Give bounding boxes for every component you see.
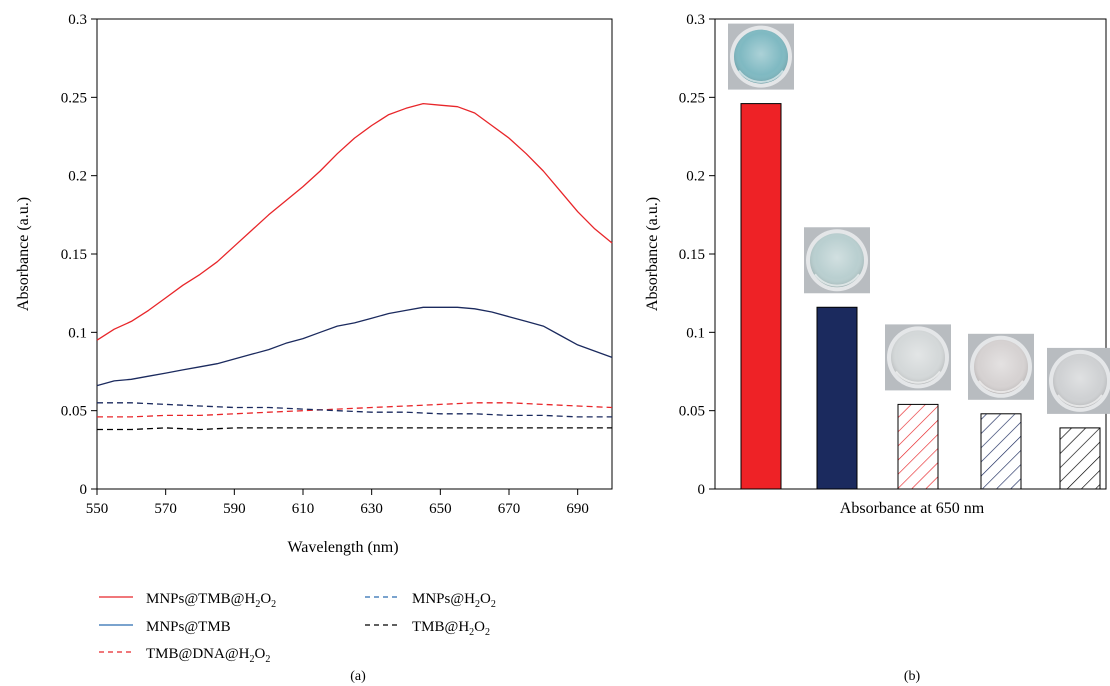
x-axis-title: Absorbance at 650 nm — [840, 500, 985, 517]
y-axis-title: Absorbance (a.u.) — [644, 197, 661, 311]
series-lines — [96, 102, 613, 431]
series-line — [97, 402, 613, 418]
x-tick-label: 590 — [223, 501, 246, 517]
x-tick-label: 630 — [360, 501, 383, 517]
y-tick-label: 0.15 — [61, 247, 87, 263]
x-tick-label: 610 — [292, 501, 315, 517]
bar — [980, 413, 1022, 490]
legend: MNPs@TMB@H2O2 MNPs@TMB TMB@DNA@H2O2 MNPs… — [99, 591, 496, 665]
panel-label-a: (a) — [350, 669, 366, 684]
y-axis: 0 0.05 0.1 0.15 0.2 0.25 0.3 — [679, 12, 715, 498]
y-tick-label: 0.25 — [61, 90, 87, 106]
legend-label: MNPs@TMB — [146, 619, 231, 635]
well-photo — [885, 324, 951, 391]
legend-label: MNPs@TMB@H2O2 — [146, 591, 276, 610]
legend-item: TMB@H2O2 — [365, 619, 490, 638]
legend-item: MNPs@TMB — [99, 619, 231, 635]
x-tick-label: 550 — [86, 501, 109, 517]
x-axis: 550 570 590 610 630 650 670 690 — [86, 489, 589, 517]
x-tick-label: 690 — [566, 501, 589, 517]
series-line — [97, 402, 612, 418]
legend-item: TMB@DNA@H2O2 — [99, 646, 270, 665]
bar — [1059, 427, 1101, 490]
x-axis-title: Wavelength (nm) — [287, 539, 398, 556]
bar-chart-panel: 0 0.05 0.1 0.15 0.2 0.25 0.3 Absorbance (a.u.)… — [644, 12, 1110, 684]
x-tick-label: 670 — [498, 501, 521, 517]
well-photos — [728, 23, 1110, 414]
y-tick-label: 0.15 — [679, 247, 705, 263]
y-tick-label: 0.3 — [686, 12, 705, 28]
y-tick-label: 0 — [698, 482, 706, 498]
series-line — [97, 427, 612, 431]
y-tick-label: 0.05 — [61, 404, 87, 420]
y-tick-label: 0.1 — [68, 325, 87, 341]
well-photo — [968, 333, 1034, 400]
y-tick-label: 0.1 — [686, 325, 705, 341]
series-line — [96, 306, 613, 387]
legend-item: MNPs@H2O2 — [365, 591, 496, 610]
well-photo — [804, 227, 870, 294]
y-tick-label: 0.3 — [68, 12, 87, 28]
series-line — [96, 102, 613, 341]
bar — [816, 306, 858, 490]
y-tick-label: 0.05 — [679, 404, 705, 420]
legend-item: MNPs@TMB@H2O2 — [99, 591, 276, 610]
y-tick-label: 0.2 — [686, 169, 705, 185]
y-tick-label: 0.25 — [679, 90, 705, 106]
legend-label: TMB@H2O2 — [412, 619, 490, 638]
well-photo — [1047, 347, 1110, 414]
line-chart-panel: 0 0.05 0.1 0.15 0.2 0.25 0.3 550 570 590 610 630 65… — [15, 12, 613, 684]
bar — [897, 403, 939, 490]
x-tick-label: 650 — [429, 501, 452, 517]
plot-frame — [96, 18, 613, 490]
x-tick-label: 570 — [154, 501, 177, 517]
y-tick-label: 0 — [80, 482, 88, 498]
legend-label: MNPs@H2O2 — [412, 591, 496, 610]
panel-label-b: (b) — [904, 669, 921, 684]
legend-label: TMB@DNA@H2O2 — [146, 646, 270, 665]
y-axis-title: Absorbance (a.u.) — [15, 197, 32, 311]
bars — [740, 103, 1101, 490]
well-photo — [728, 23, 794, 90]
y-axis: 0 0.05 0.1 0.15 0.2 0.25 0.3 — [61, 12, 97, 498]
y-tick-label: 0.2 — [68, 169, 87, 185]
bar — [740, 103, 782, 490]
